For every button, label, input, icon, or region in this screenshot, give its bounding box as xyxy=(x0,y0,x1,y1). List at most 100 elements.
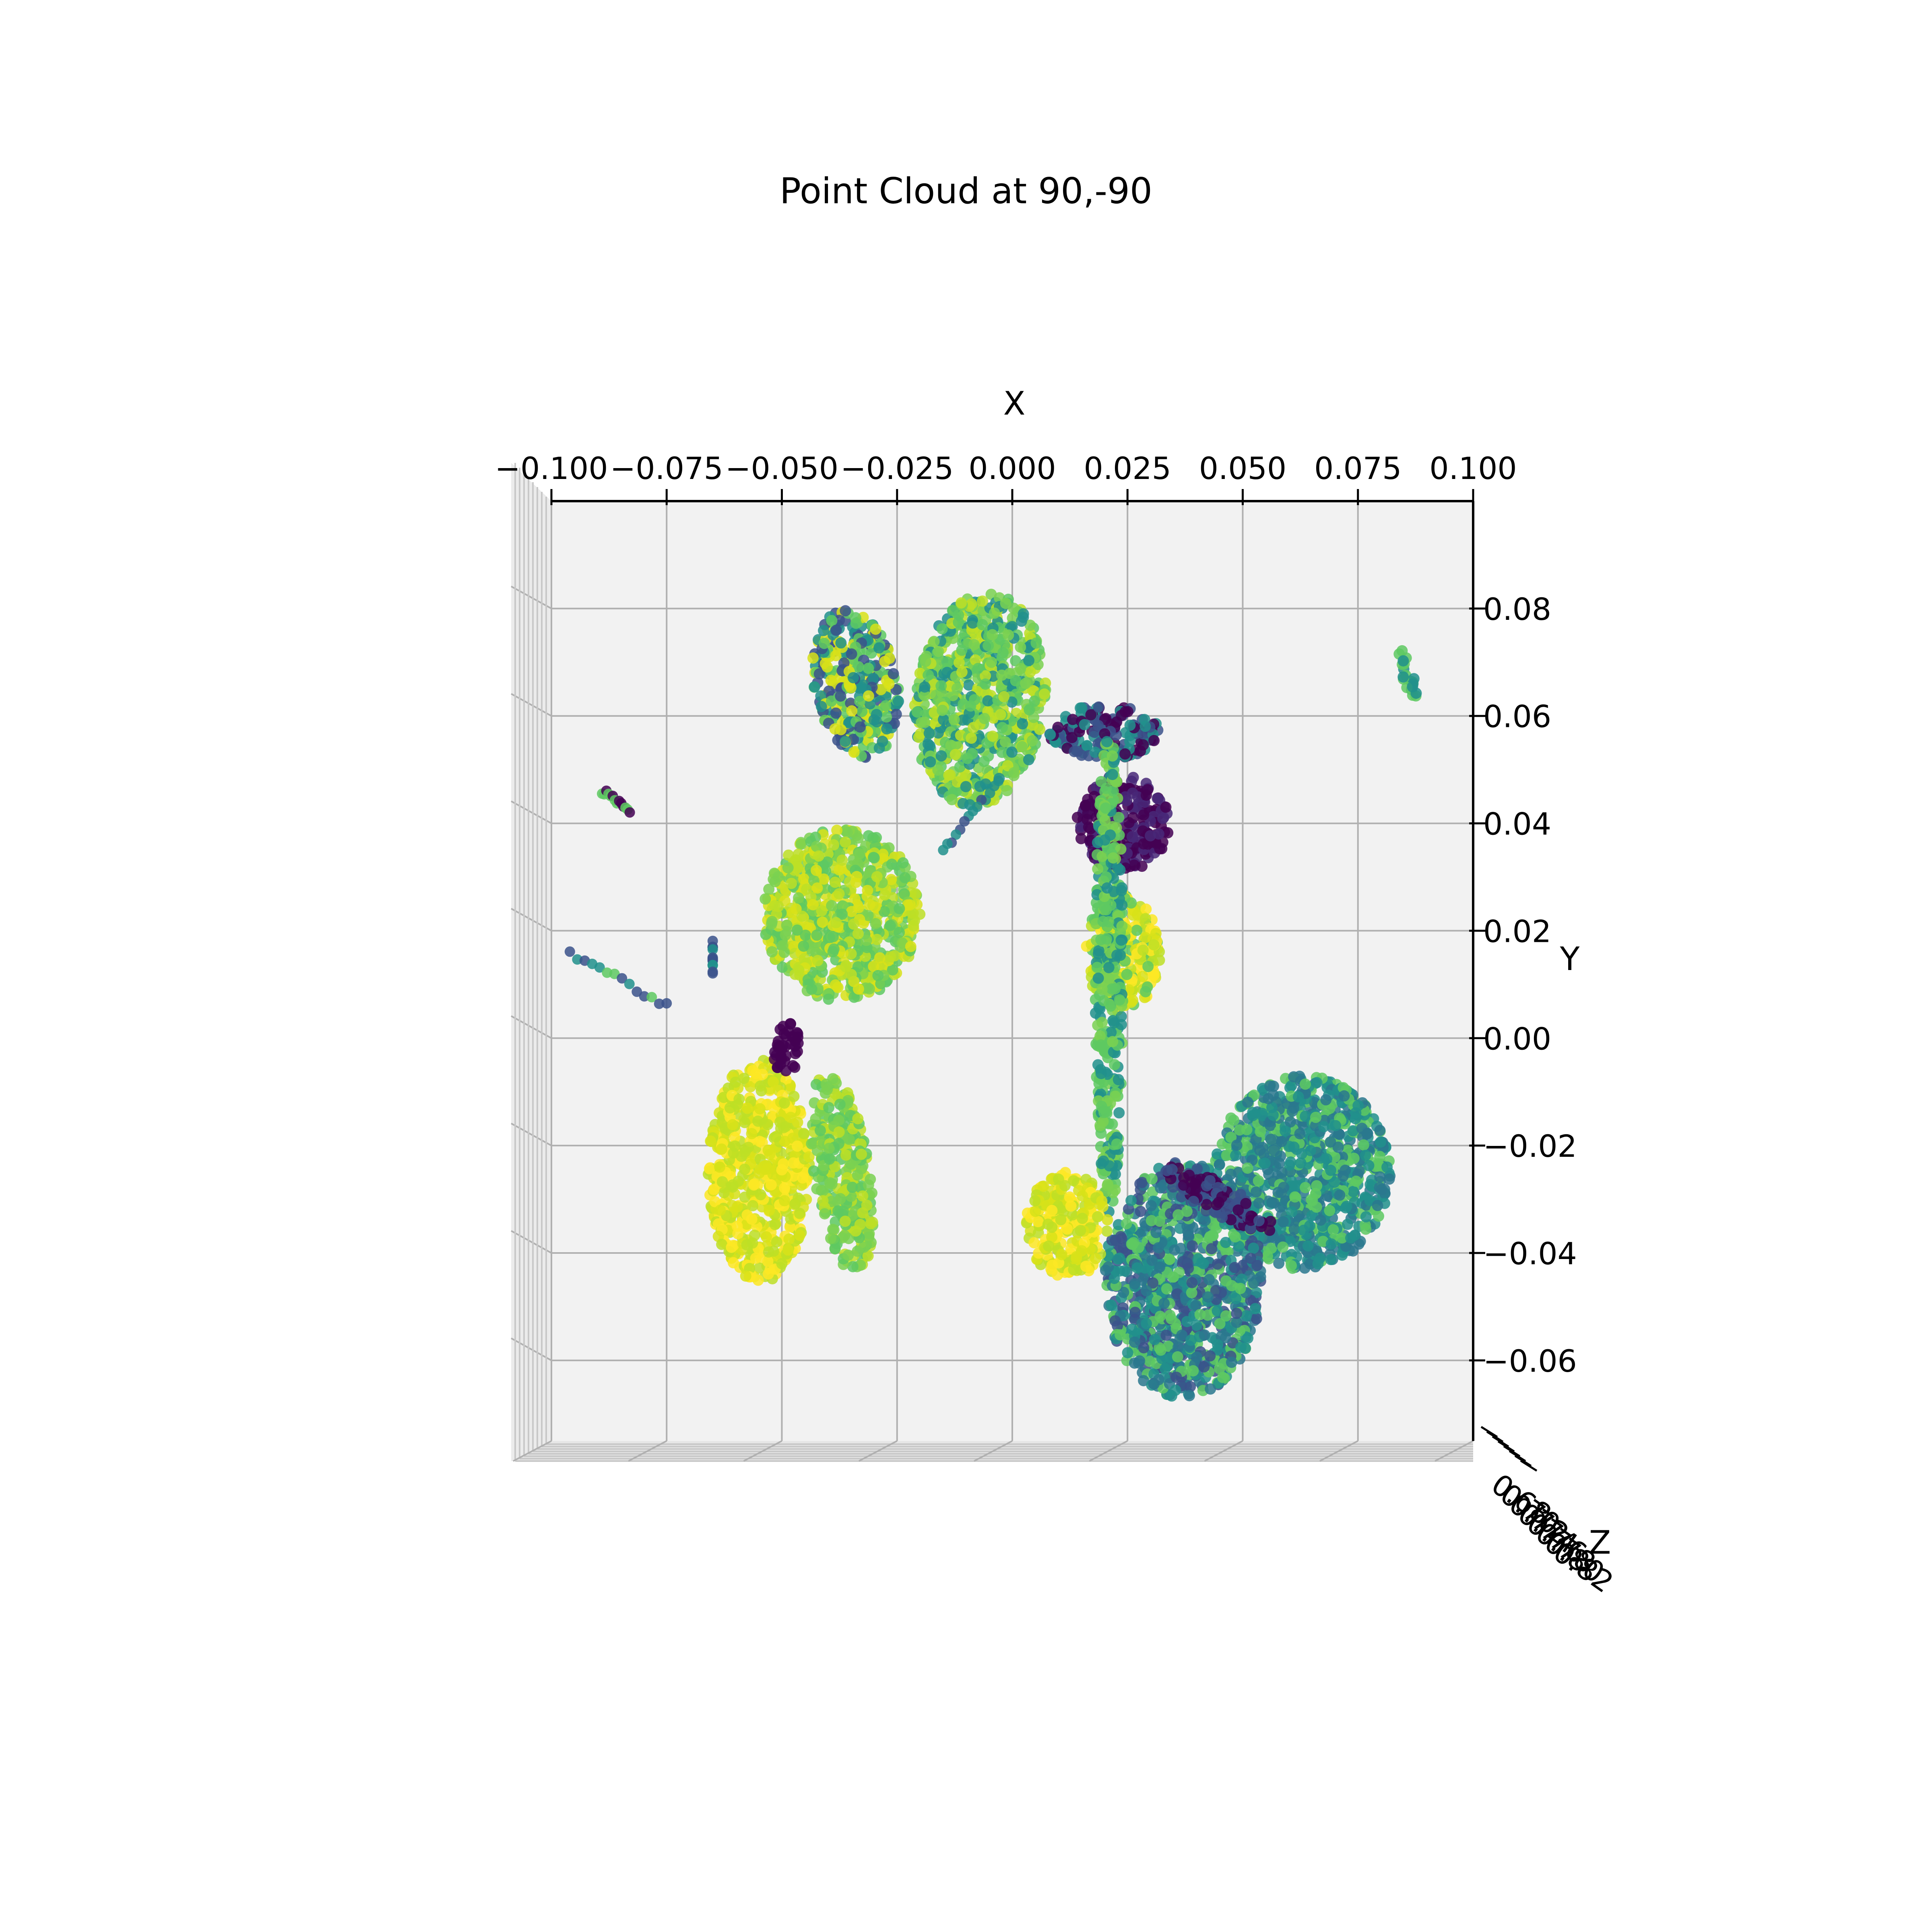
point xyxy=(1318,1121,1329,1133)
point xyxy=(1374,1182,1385,1193)
z-axis-stack-lines xyxy=(514,463,547,1461)
point xyxy=(793,892,805,904)
point xyxy=(852,983,864,995)
point xyxy=(1115,1019,1127,1030)
point xyxy=(798,940,809,952)
point xyxy=(1020,678,1032,689)
point xyxy=(978,755,990,767)
point xyxy=(1101,882,1113,894)
point xyxy=(813,850,825,862)
point xyxy=(833,1115,844,1126)
point xyxy=(1066,732,1078,743)
point xyxy=(894,903,905,914)
point xyxy=(899,872,911,883)
point xyxy=(888,668,899,679)
point xyxy=(1289,1191,1301,1203)
point xyxy=(714,1204,726,1216)
point xyxy=(1294,1128,1306,1139)
point xyxy=(1024,704,1035,716)
point xyxy=(794,1208,805,1219)
point xyxy=(741,1239,753,1251)
point xyxy=(863,690,874,702)
point xyxy=(863,1179,874,1191)
point xyxy=(791,1140,803,1152)
point xyxy=(956,644,968,656)
point xyxy=(1101,921,1113,932)
point xyxy=(1290,1180,1301,1192)
point xyxy=(716,1143,727,1155)
point xyxy=(783,1233,795,1245)
floor-grid-line xyxy=(513,1440,552,1462)
point xyxy=(794,1230,805,1241)
side-grid-line xyxy=(511,908,552,932)
point xyxy=(1138,809,1150,821)
point xyxy=(808,1165,819,1177)
point xyxy=(1100,904,1112,916)
point xyxy=(822,1084,833,1095)
point xyxy=(1148,735,1160,746)
point xyxy=(868,714,880,726)
point xyxy=(998,691,1009,702)
point xyxy=(783,849,795,861)
floor-grid-lines xyxy=(513,1440,1474,1462)
point xyxy=(769,1219,781,1230)
point xyxy=(789,968,801,980)
point xyxy=(956,597,967,609)
point xyxy=(817,1185,829,1196)
point xyxy=(755,1189,766,1201)
floor-grid-line xyxy=(1204,1440,1243,1462)
point xyxy=(1095,1068,1107,1080)
point xyxy=(1310,1188,1321,1199)
point xyxy=(996,669,1007,681)
point xyxy=(769,876,781,888)
point xyxy=(810,865,822,876)
point xyxy=(766,946,778,958)
point xyxy=(1340,1202,1352,1214)
point xyxy=(1006,746,1018,758)
point xyxy=(1356,1123,1368,1134)
point xyxy=(1114,864,1126,876)
point xyxy=(806,983,817,995)
point xyxy=(825,675,837,686)
point xyxy=(925,756,936,768)
point xyxy=(784,1018,796,1030)
point xyxy=(989,607,1000,619)
point xyxy=(852,832,864,844)
point xyxy=(1100,802,1111,814)
point xyxy=(1095,776,1107,787)
point xyxy=(996,747,1008,758)
point xyxy=(750,1253,762,1264)
point xyxy=(1266,1197,1278,1208)
point xyxy=(1254,1144,1265,1156)
floor-grid-line xyxy=(1435,1440,1474,1462)
point xyxy=(848,918,859,930)
point xyxy=(824,931,835,943)
point xyxy=(1253,1175,1264,1187)
point xyxy=(865,1218,877,1230)
point xyxy=(1140,913,1152,925)
point xyxy=(1345,1232,1357,1244)
point xyxy=(1300,1110,1311,1122)
point xyxy=(817,1195,829,1207)
point xyxy=(1001,785,1013,797)
point xyxy=(1034,724,1046,735)
point xyxy=(1342,1218,1353,1230)
point xyxy=(1091,962,1103,973)
point xyxy=(1358,1139,1369,1151)
point xyxy=(854,1219,866,1230)
point xyxy=(1116,899,1128,911)
point xyxy=(834,1193,846,1205)
point xyxy=(795,838,807,850)
side-grid-line xyxy=(511,586,552,609)
point xyxy=(772,1036,784,1047)
point xyxy=(834,1098,846,1110)
point xyxy=(923,727,935,739)
point xyxy=(1023,654,1035,666)
point xyxy=(999,736,1011,748)
point xyxy=(1286,1206,1298,1218)
point xyxy=(1264,1080,1276,1092)
point xyxy=(1106,769,1118,780)
point xyxy=(1292,1091,1304,1103)
point xyxy=(1092,948,1104,960)
